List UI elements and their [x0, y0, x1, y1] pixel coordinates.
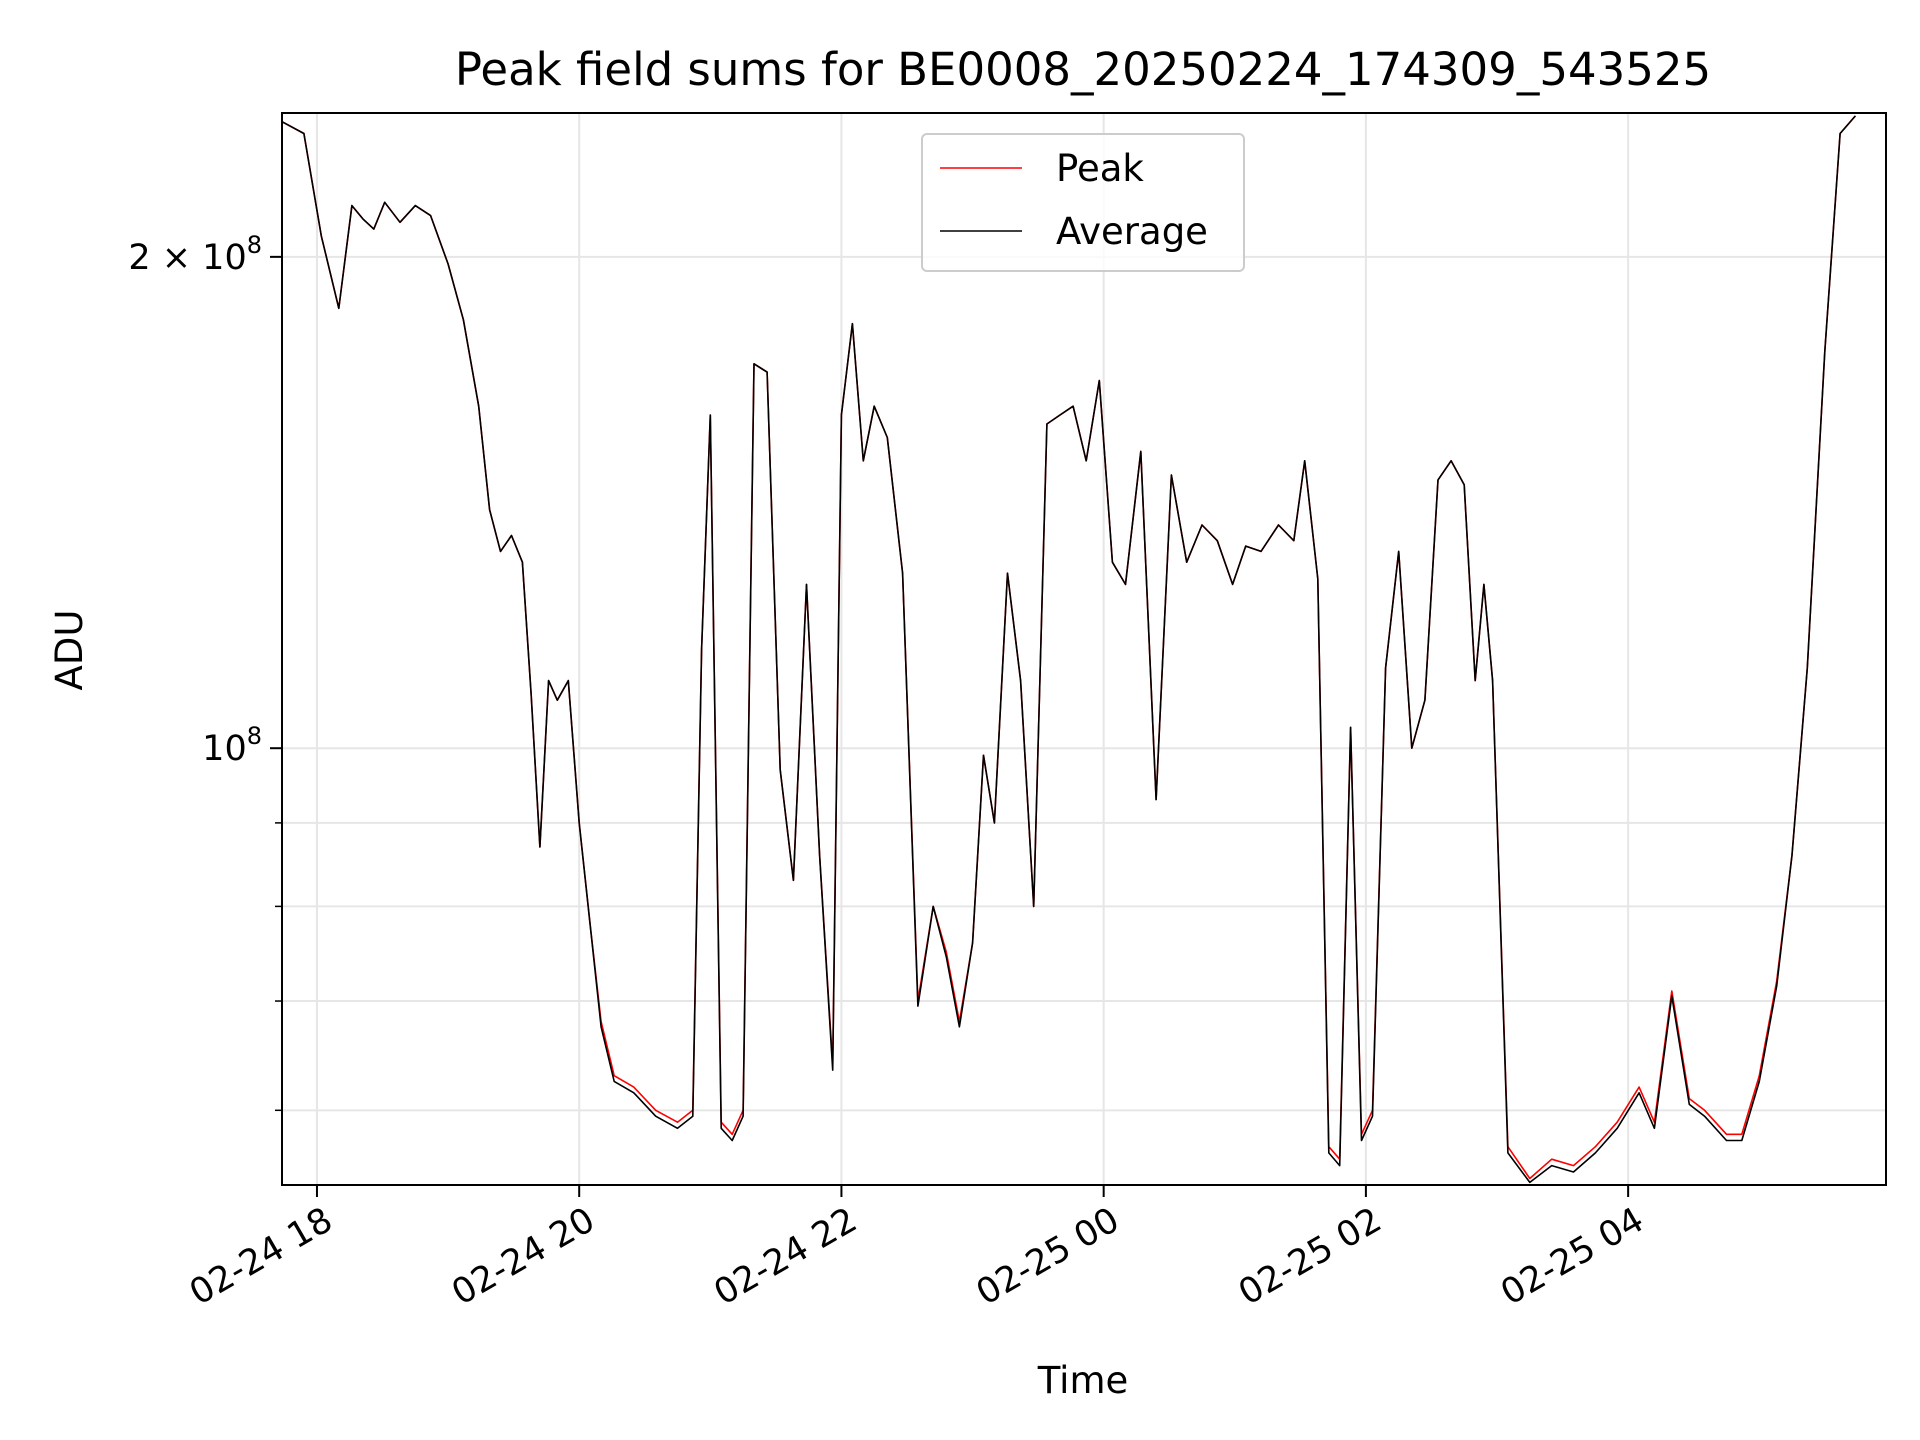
plot-area-frame [281, 112, 1887, 1186]
legend-label-peak: Peak [1056, 147, 1144, 190]
legend-label-average: Average [1056, 210, 1208, 253]
grid-lines [282, 113, 1886, 1185]
legend: Peak Average [921, 133, 1245, 272]
y-axis-label: ADU [48, 610, 91, 691]
series-line-average [282, 115, 1857, 1184]
x-axis-label: Time [1037, 1359, 1129, 1402]
y-tick-label: 2 × 108 [128, 231, 262, 278]
plot-series [282, 115, 1857, 1184]
chart-title: Peak field sums for BE0008_20250224_1743… [455, 43, 1711, 96]
